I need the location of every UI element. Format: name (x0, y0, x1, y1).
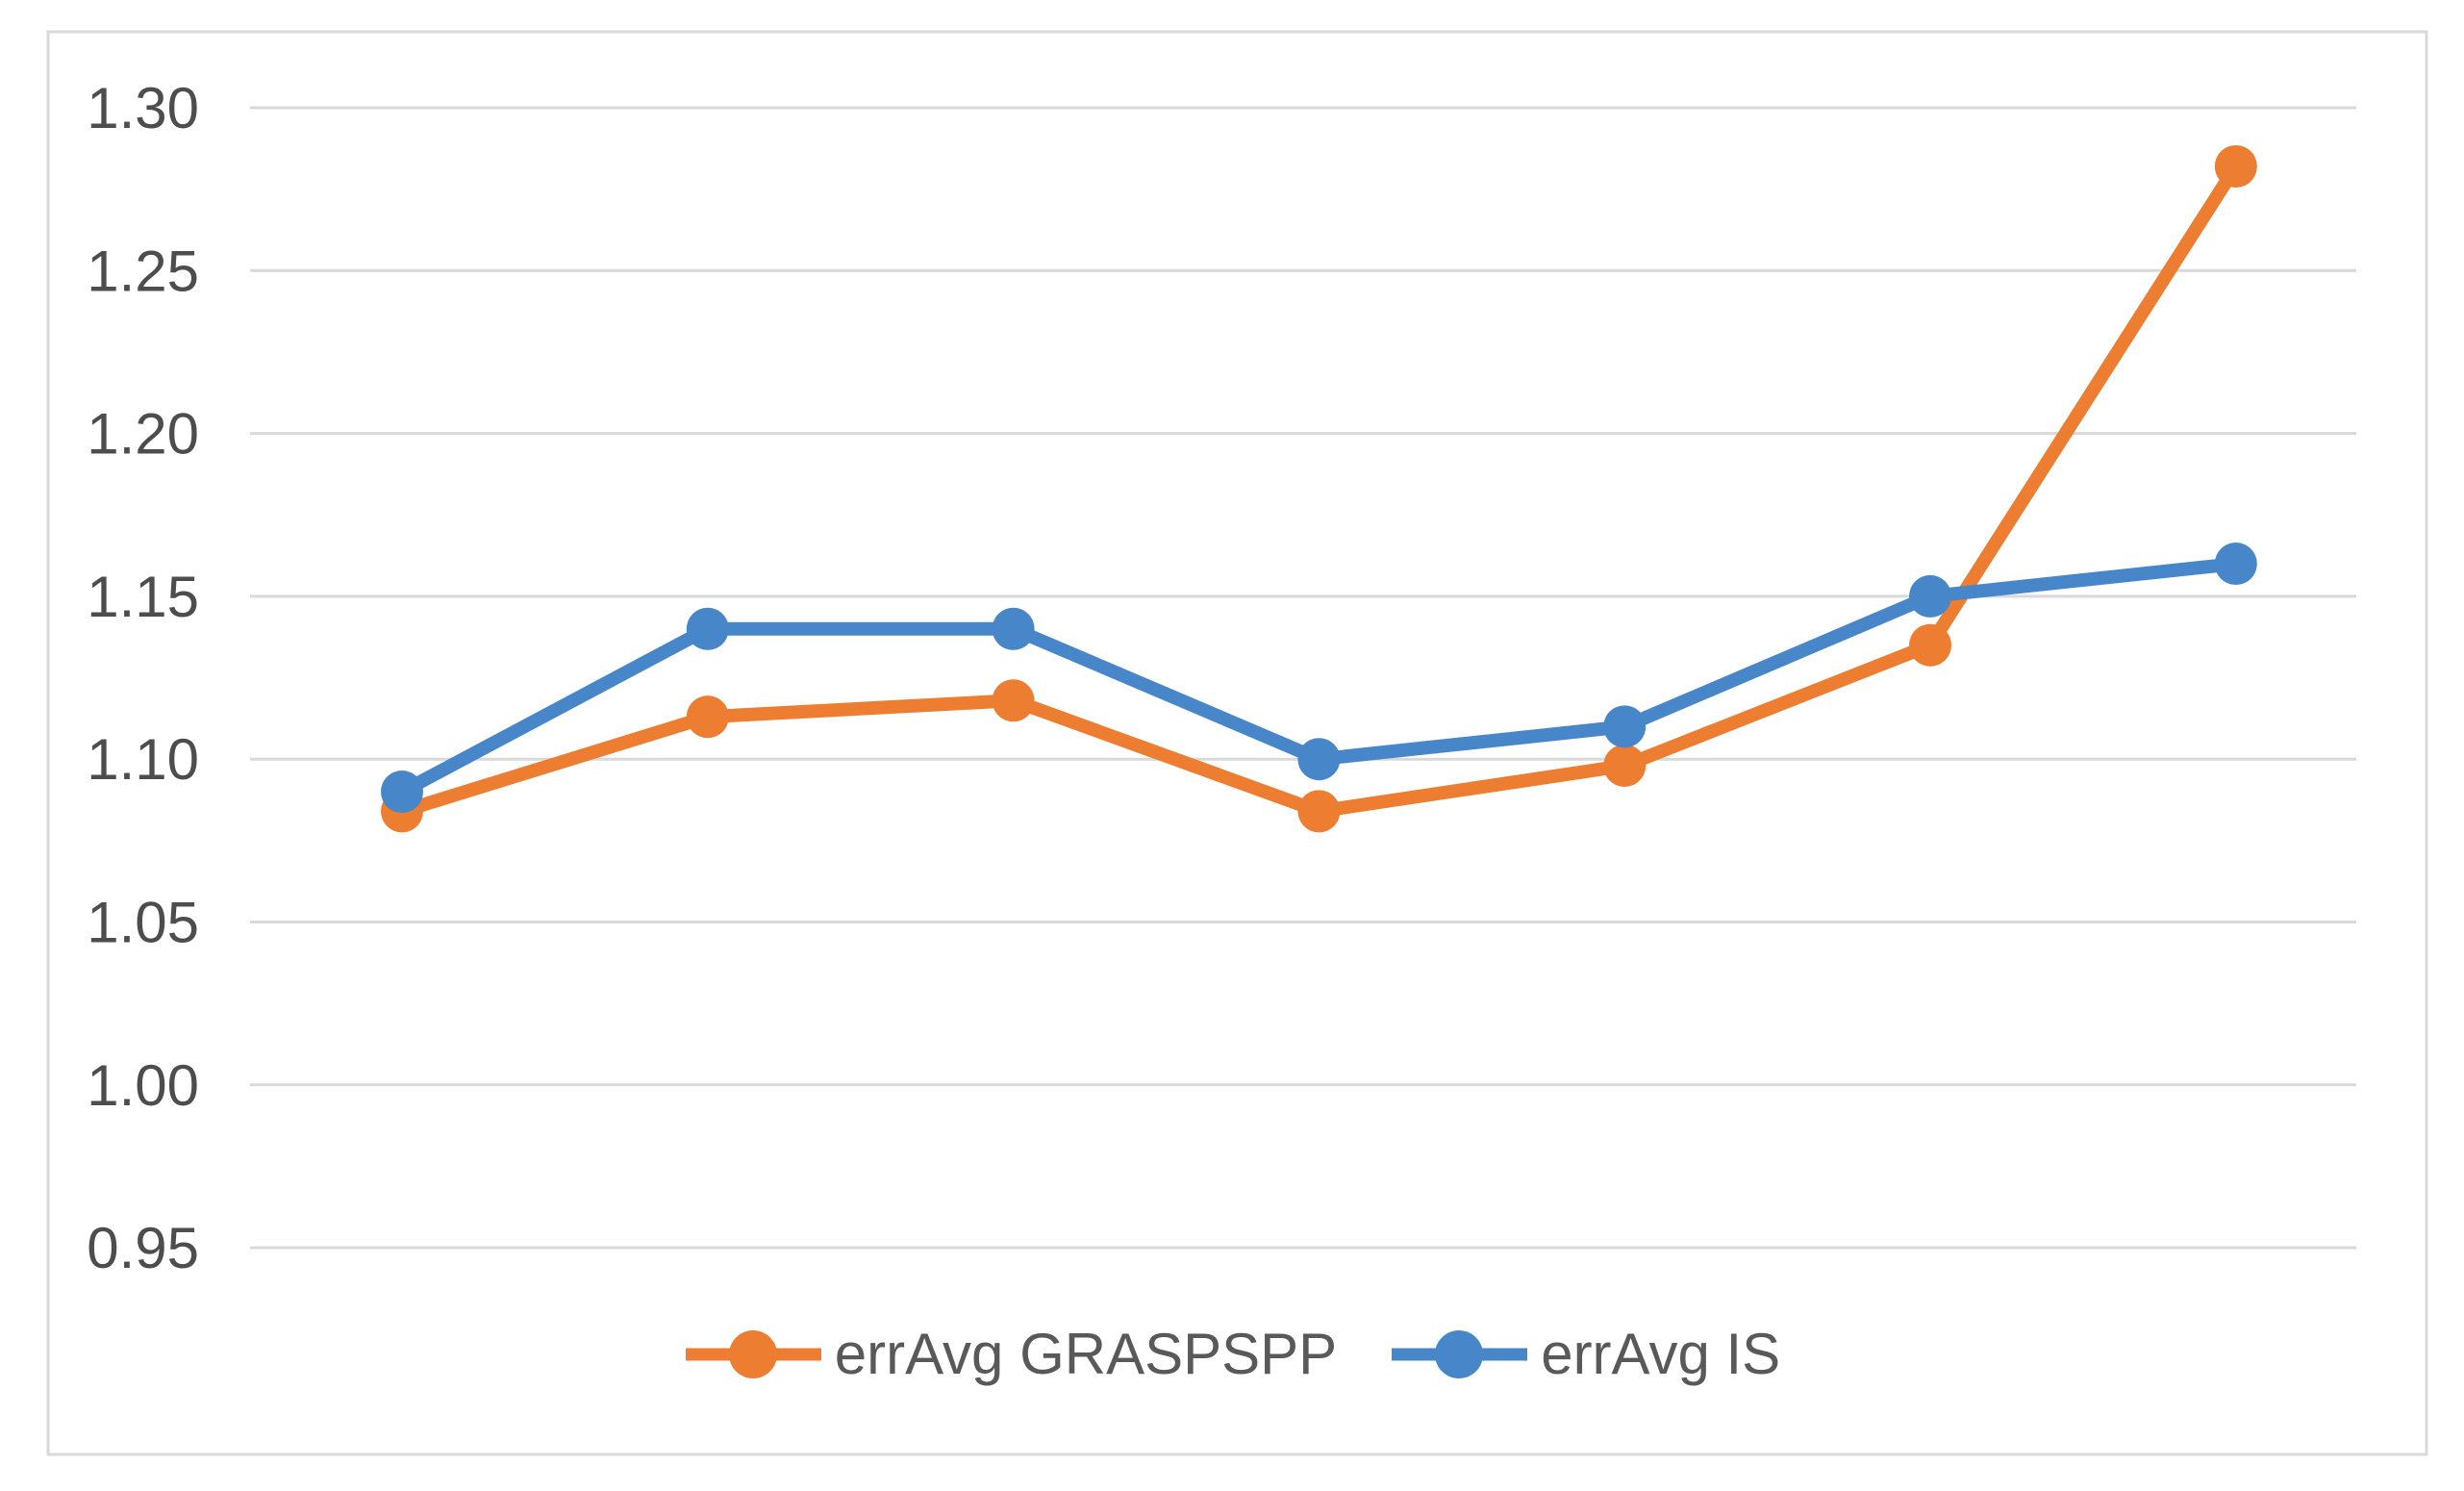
data-point (1297, 738, 1341, 781)
data-point (2214, 543, 2257, 586)
data-point (1603, 744, 1647, 787)
series-group (381, 144, 2257, 833)
y-tick-label: 1.30 (87, 76, 199, 140)
y-tick-label: 1.10 (87, 727, 199, 792)
data-point (1603, 705, 1647, 748)
y-tick-label: 1.00 (87, 1053, 199, 1118)
legend-item-erravg-graspspp: errAvg GRASPSPP (684, 1316, 1337, 1393)
gridlines-group (250, 106, 2356, 1250)
y-axis-tick-labels: 1.30 1.25 1.20 1.15 1.10 1.05 1.00 0.95 (87, 76, 199, 1280)
y-tick-label: 0.95 (87, 1216, 199, 1280)
chart-legend: errAvg GRASPSPP errAvg IS (0, 1310, 2464, 1399)
data-point (1297, 790, 1341, 833)
data-point (2214, 144, 2257, 188)
series-line-erravg-graspspp (395, 159, 2243, 819)
legend-label-erravg-graspspp: errAvg GRASPSPP (834, 1322, 1338, 1386)
data-point (992, 607, 1035, 650)
data-point (686, 695, 729, 739)
y-tick-label: 1.05 (87, 891, 199, 955)
legend-marker-graspspp-icon (685, 1330, 821, 1378)
legend-marker-is-icon (1392, 1330, 1528, 1378)
y-tick-label: 1.25 (87, 239, 199, 303)
data-point (1909, 623, 1951, 667)
data-point (992, 679, 1035, 722)
data-point (381, 771, 423, 814)
y-tick-label: 1.20 (87, 402, 199, 467)
y-tick-label: 1.15 (87, 565, 199, 629)
data-point (686, 607, 729, 650)
figure-border (46, 30, 2428, 1456)
legend-item-erravg-is: errAvg IS (1390, 1316, 1780, 1393)
data-point (1909, 574, 1951, 618)
legend-label-erravg-is: errAvg IS (1541, 1322, 1781, 1386)
